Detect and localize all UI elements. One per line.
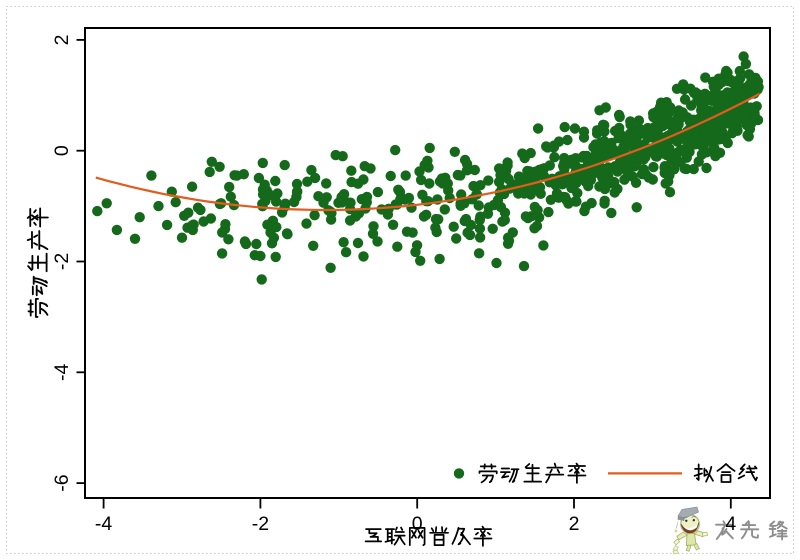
svg-text:-2: -2 [51, 253, 73, 270]
svg-text:4: 4 [725, 513, 736, 535]
svg-text:-6: -6 [51, 474, 73, 491]
svg-text:2: 2 [51, 34, 73, 45]
svg-text:0: 0 [51, 145, 73, 156]
svg-text:2: 2 [569, 513, 580, 535]
svg-text:-2: -2 [252, 513, 269, 535]
svg-text:0: 0 [412, 513, 423, 535]
svg-text:-4: -4 [95, 513, 112, 535]
svg-text:-4: -4 [51, 363, 73, 380]
